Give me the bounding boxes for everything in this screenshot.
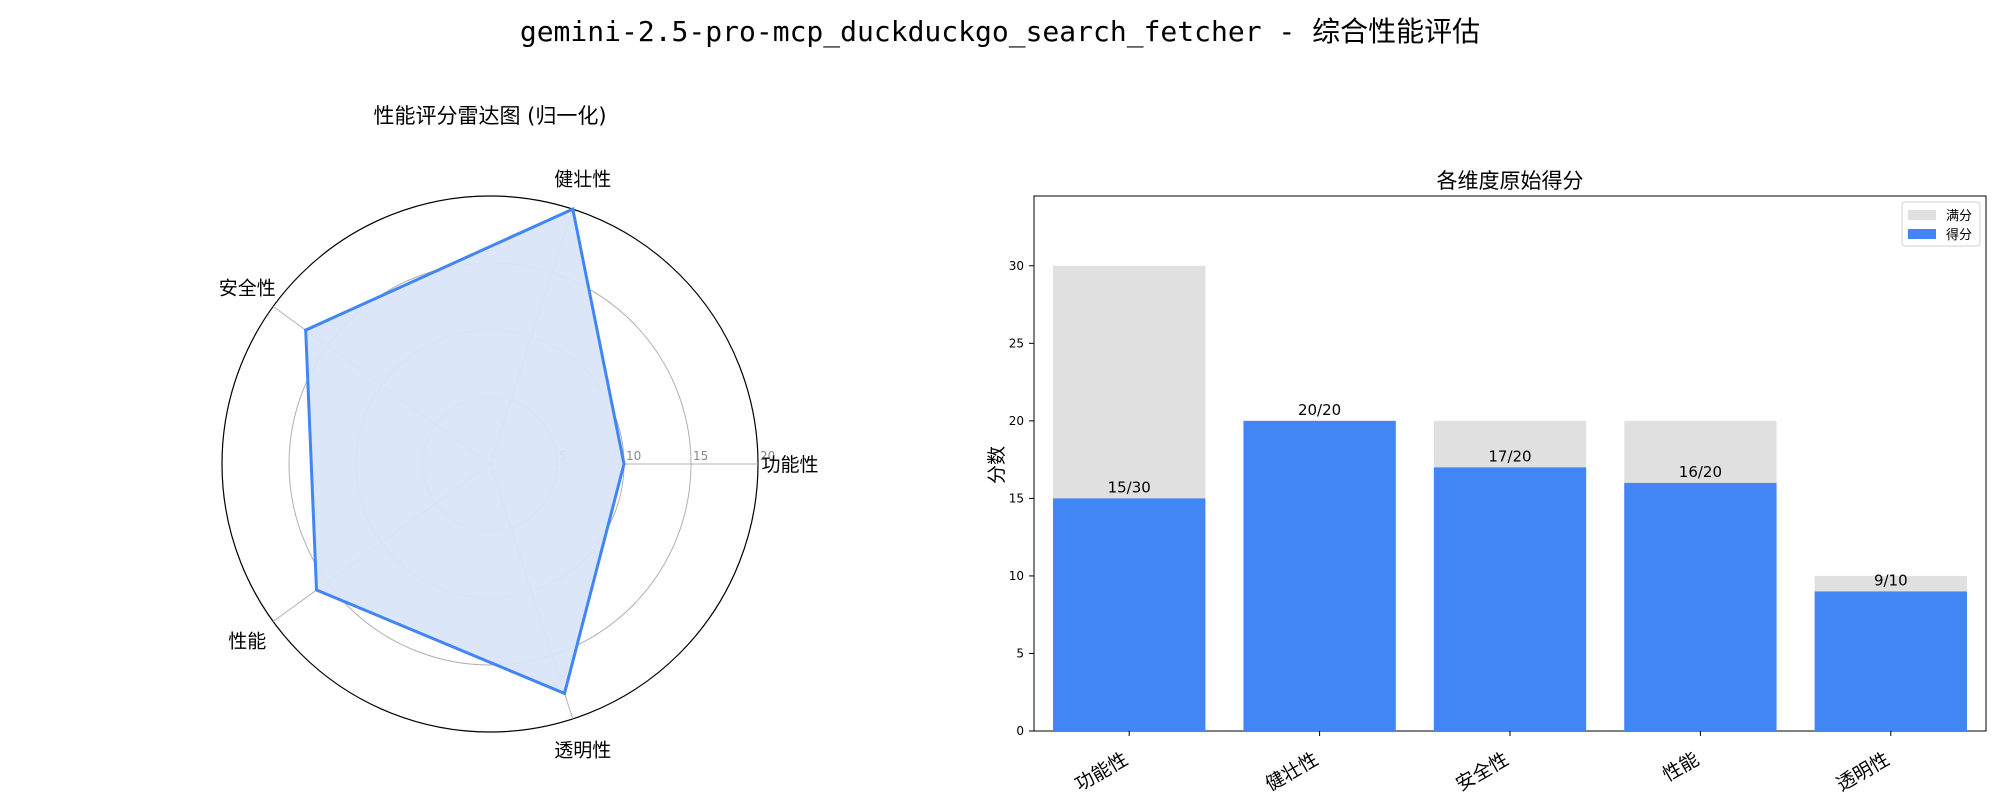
radar-point xyxy=(571,207,575,211)
radar-tick-label: 20 xyxy=(760,449,775,463)
y-tick-label: 30 xyxy=(1009,259,1024,273)
radar-axis-label: 安全性 xyxy=(219,278,276,300)
bar-score xyxy=(1624,482,1777,731)
bar-score xyxy=(1243,420,1396,731)
radar-axis-label: 功能性 xyxy=(761,454,818,476)
bar-data-label: 20/20 xyxy=(1298,401,1341,419)
bar-data-label: 15/30 xyxy=(1108,478,1151,496)
radar-tick-label: 10 xyxy=(626,449,641,463)
radar-point xyxy=(622,462,626,466)
legend-label: 得分 xyxy=(1946,227,1972,243)
radar-point xyxy=(315,588,319,592)
x-tick-label: 健壮性 xyxy=(1262,748,1322,796)
x-tick-label: 安全性 xyxy=(1452,748,1512,796)
legend-swatch xyxy=(1908,229,1936,239)
y-tick-label: 15 xyxy=(1009,491,1024,505)
bar-score xyxy=(1814,591,1967,731)
bar-data-label: 16/20 xyxy=(1679,463,1722,481)
radar-data xyxy=(304,206,626,696)
radar-area xyxy=(305,209,624,694)
bar-score xyxy=(1433,467,1587,731)
y-tick-label: 0 xyxy=(1016,724,1024,738)
bar-marks: 15/30 功能性 20/20 健壮性 17/20 安全性 16/20 性能 9/10 透明性 xyxy=(1053,265,1967,796)
bar-chart: 各维度原始得分 0 5 10 15 20 25 30 15/30 功能性 20/20 健壮性 17/… xyxy=(986,169,1987,796)
radar-point xyxy=(563,691,567,695)
y-tick-label: 10 xyxy=(1009,569,1024,583)
radar-axis-label: 性能 xyxy=(228,630,266,652)
x-tick-label: 透明性 xyxy=(1833,748,1893,796)
legend-label: 满分 xyxy=(1946,209,1972,224)
radar-line xyxy=(304,206,626,696)
radar-point xyxy=(304,328,308,332)
radar-title: 性能评分雷达图 (归一化) xyxy=(373,104,606,128)
bar-data-label: 17/20 xyxy=(1488,447,1531,465)
legend-swatch xyxy=(1908,210,1936,220)
bar-score xyxy=(1053,498,1206,731)
page-title: gemini-2.5-pro-mcp_duckduckgo_search_fet… xyxy=(519,15,1481,48)
x-tick-label: 功能性 xyxy=(1071,748,1131,796)
y-tick-label: 20 xyxy=(1009,414,1024,428)
bar-data-label: 9/10 xyxy=(1874,571,1908,589)
y-tick-label: 25 xyxy=(1009,336,1024,350)
bar-ylabel: 分数 xyxy=(986,446,1008,484)
x-tick-label: 性能 xyxy=(1659,748,1703,786)
radar-axis-label: 透明性 xyxy=(554,739,611,761)
radar-axis-label: 健壮性 xyxy=(554,169,611,191)
bar-title: 各维度原始得分 xyxy=(1437,169,1584,193)
radar-tick-label: 15 xyxy=(693,449,708,463)
y-tick-label: 5 xyxy=(1016,646,1024,660)
